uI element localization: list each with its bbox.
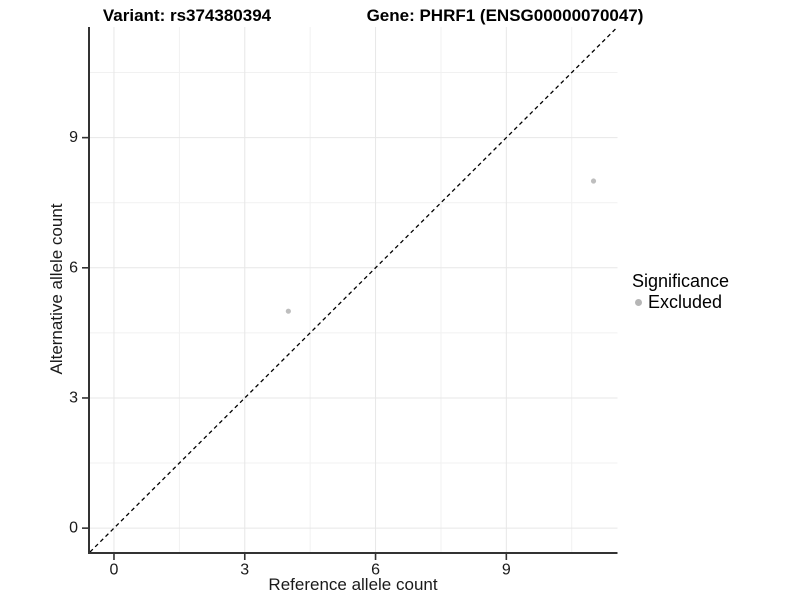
data-point — [590, 178, 597, 184]
legend-entry-label: Excluded — [648, 291, 723, 312]
y-tick-label: 3 — [69, 389, 78, 406]
y-tick-label: 6 — [69, 259, 78, 276]
identity-dashed-line — [89, 26, 618, 553]
y-axis-title: Alternative allele count — [47, 203, 66, 375]
x-tick-label: 0 — [110, 561, 119, 578]
plot-title-variant: Variant: rs374380394 — [102, 6, 272, 25]
x-tick-label: 3 — [240, 561, 249, 578]
legend-key-dot — [635, 298, 642, 306]
x-axis-title: Reference allele count — [268, 575, 438, 594]
legend-entry-excluded: Excluded — [632, 292, 729, 313]
x-tick-label: 6 — [371, 561, 380, 578]
y-tick-label: 9 — [69, 129, 78, 146]
y-tick-label: 0 — [69, 520, 78, 537]
x-tick-label: 9 — [502, 561, 511, 578]
plot-title-gene: Gene: PHRF1 (ENSG00000070047) — [366, 6, 644, 25]
legend: Significance Excluded — [632, 271, 729, 312]
legend-title: Significance — [632, 271, 730, 291]
data-point — [285, 308, 291, 314]
